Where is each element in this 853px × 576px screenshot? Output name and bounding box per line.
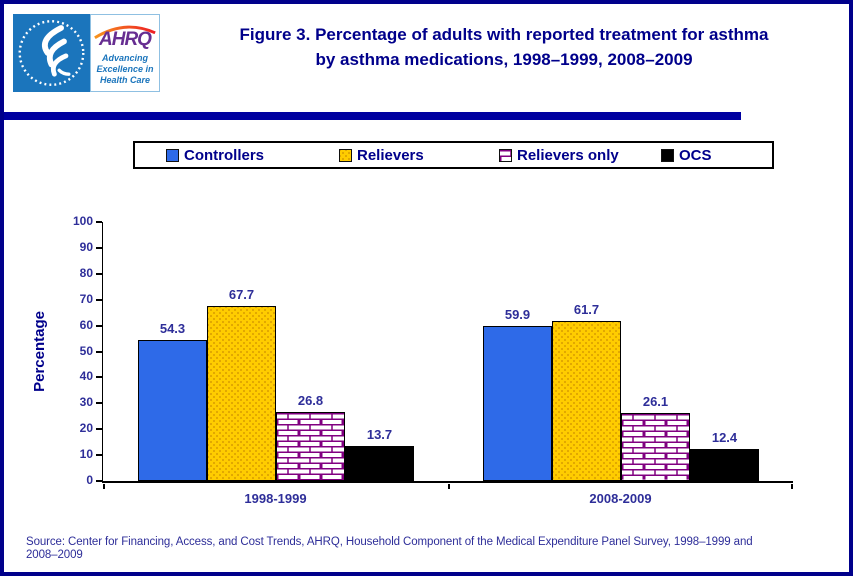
legend-item-relievers: Relievers	[339, 143, 424, 167]
y-tick-mark	[96, 480, 102, 482]
y-tick-mark	[96, 221, 102, 223]
y-tick-label: 100	[72, 214, 93, 228]
y-tick-mark	[96, 272, 102, 275]
y-tick-label: 50	[79, 343, 93, 358]
bar-ocs-1998-1999	[345, 445, 414, 481]
legend-swatch-icon	[339, 148, 352, 162]
y-tick-mark	[96, 350, 102, 353]
y-tick-label: 30	[79, 395, 93, 410]
source-note-line2: 2008–2009	[26, 549, 83, 561]
x-tick-mark	[791, 484, 793, 489]
bar-value-label: 12.4	[711, 429, 738, 445]
x-tick-mark	[448, 484, 450, 489]
bar-controllers-2008-2009	[483, 325, 552, 481]
legend-item-controllers: Controllers	[166, 143, 264, 167]
bar-value-label: 13.7	[366, 426, 393, 442]
bar-controllers-1998-1999	[138, 340, 207, 481]
hhs-eagle-icon	[18, 20, 85, 86]
y-tick-label: 10	[79, 447, 93, 462]
ahrq-arc-icon	[94, 25, 156, 39]
legend-swatch-icon	[661, 148, 674, 162]
bar-value-label: 26.1	[642, 394, 669, 410]
legend-label: OCS	[679, 146, 712, 164]
y-tick-label: 0	[86, 473, 93, 487]
bar-relievers-only-1998-1999	[276, 411, 345, 481]
figure-title: Figure 3. Percentage of adults with repo…	[160, 22, 848, 72]
bar-value-label: 26.8	[297, 392, 324, 408]
divider-band	[4, 112, 741, 120]
y-tick-label: 70	[79, 291, 93, 306]
bar-relievers-2008-2009	[552, 321, 621, 481]
plot-area: 0 10 20 30 40 50 60 70 80 90 100 54.3 67.7 26.8 13.7 19…	[73, 214, 793, 506]
source-note-line1: Source: Center for Financing, Access, an…	[26, 536, 753, 548]
ahrq-logo-box: AHRQ Advancing Excellence in Health Care	[90, 14, 160, 92]
bar-value-label: 67.7	[228, 286, 255, 302]
bar-ocs-2008-2009	[690, 448, 759, 481]
legend-item-ocs: OCS	[661, 143, 712, 167]
y-tick-mark	[96, 454, 102, 457]
bar-relievers-only-2008-2009	[621, 413, 690, 481]
legend-label: Controllers	[184, 146, 265, 164]
y-axis-title-wrap: Percentage	[28, 222, 50, 481]
y-tick-label: 60	[79, 317, 93, 332]
legend-item-relievers-only: Relievers only	[499, 143, 619, 167]
y-tick-label: 90	[79, 239, 93, 254]
bar-value-label: 54.3	[159, 321, 186, 337]
hhs-seal	[13, 14, 90, 92]
legend-swatch-icon	[166, 148, 179, 162]
ahrq-wordmark: AHRQ	[99, 29, 152, 50]
y-tick-mark	[96, 402, 102, 405]
ahrq-tagline: Advancing Excellence in Health Care	[96, 53, 154, 85]
y-tick-mark	[96, 376, 102, 379]
y-tick-mark	[96, 298, 102, 301]
x-tick-mark	[103, 484, 105, 489]
chart-legend: Controllers Relievers Relievers only OCS	[133, 141, 774, 169]
legend-swatch-icon	[499, 148, 512, 162]
y-tick-mark	[96, 324, 102, 327]
bar-value-label: 61.7	[573, 302, 600, 318]
x-category-label: 1998-1999	[244, 491, 307, 506]
source-note: Source: Center for Financing, Access, an…	[26, 536, 841, 562]
ahrq-hhs-logo: AHRQ Advancing Excellence in Health Care	[13, 14, 160, 92]
legend-label: Relievers only	[517, 146, 619, 164]
bar-relievers-1998-1999	[207, 305, 276, 481]
legend-label: Relievers	[357, 146, 424, 164]
y-tick-mark	[96, 246, 102, 249]
figure-title-line2: by asthma medications, 1998–1999, 2008–2…	[315, 50, 693, 69]
bar-value-label: 59.9	[504, 306, 531, 322]
y-tick-label: 40	[79, 369, 93, 384]
figure-title-line1: Figure 3. Percentage of adults with repo…	[239, 25, 769, 44]
y-tick-mark	[96, 428, 102, 431]
y-tick-label: 20	[79, 421, 93, 436]
x-category-label: 2008-2009	[589, 491, 652, 506]
y-axis-title: Percentage	[30, 311, 48, 392]
y-tick-label: 80	[79, 265, 93, 280]
